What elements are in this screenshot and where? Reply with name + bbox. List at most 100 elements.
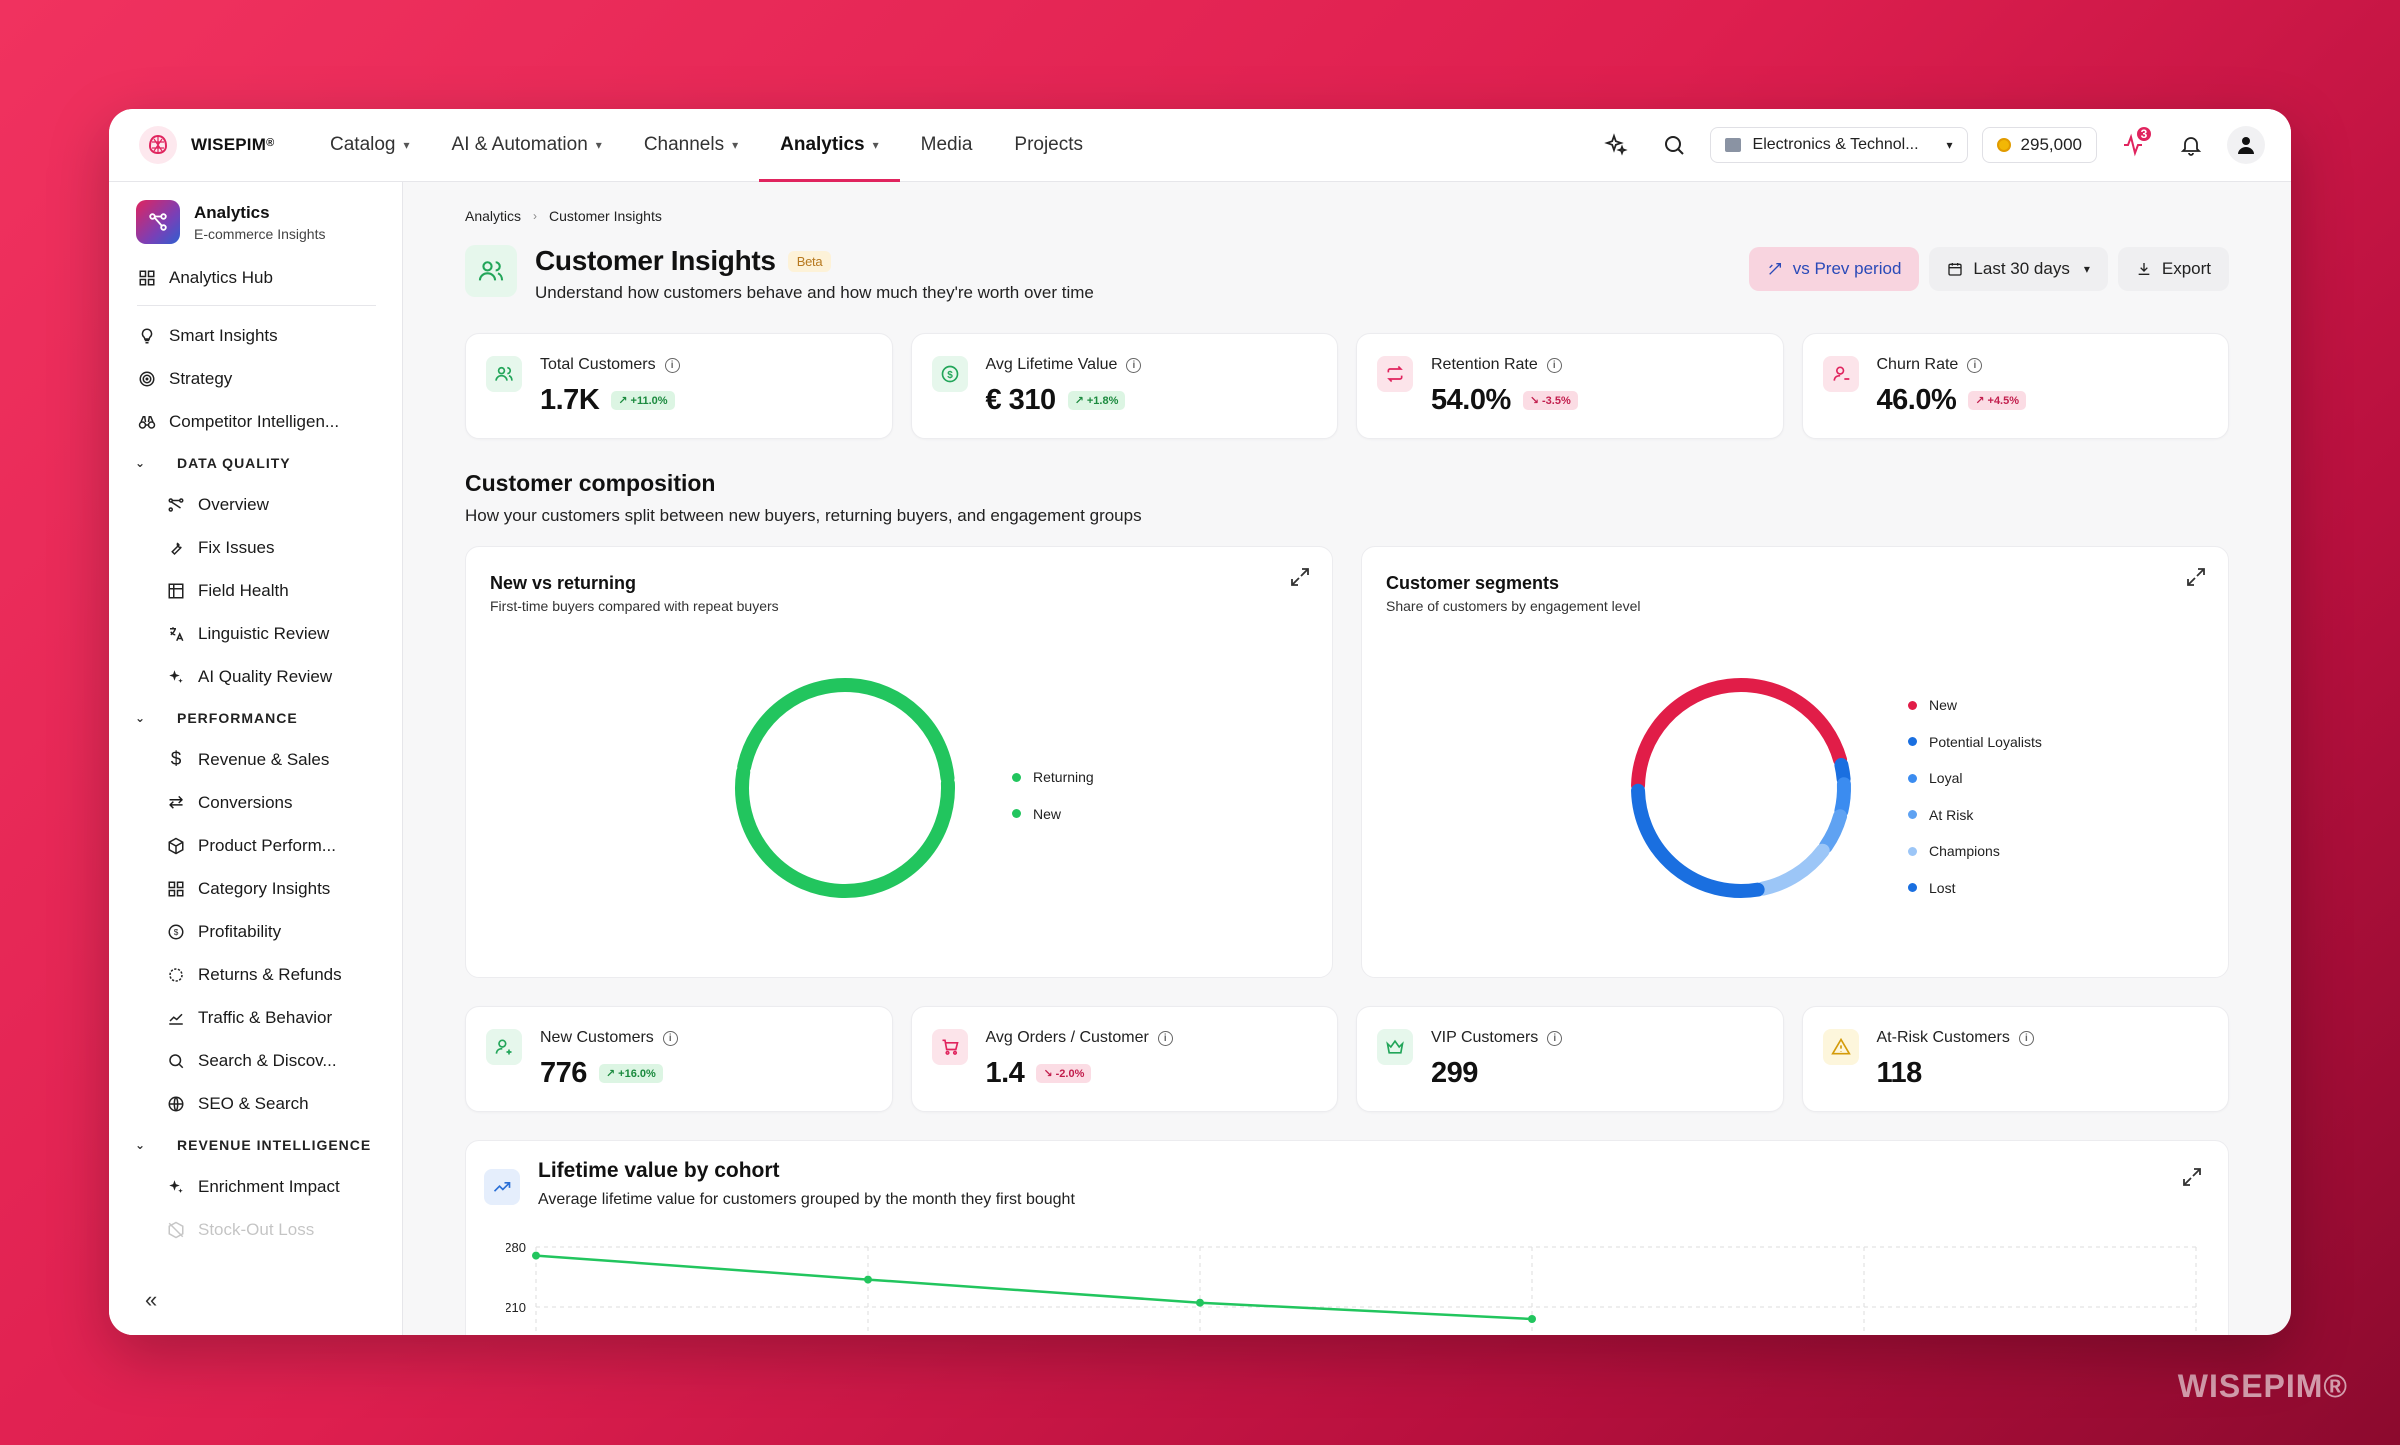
legend-dot	[1012, 809, 1021, 819]
info-icon[interactable]: i	[1547, 1030, 1563, 1046]
date-range-button[interactable]: Last 30 days ▾	[1929, 247, 2108, 291]
sidebar-item-profitability[interactable]: $ Profitability	[109, 910, 402, 953]
ai-sparkle-button[interactable]	[1594, 123, 1638, 167]
app-window: WISEPIM ® Catalog ▾ AI & Automation ▾ Chan…	[109, 109, 2291, 1335]
dollar-icon: $	[170, 748, 182, 770]
donut-slice-champions[interactable]	[1755, 843, 1830, 896]
svg-text:$: $	[947, 370, 953, 381]
donut-slice-at-risk[interactable]	[1818, 809, 1848, 854]
credits-balance[interactable]: 295,000	[1981, 127, 2097, 163]
search-button[interactable]	[1652, 123, 1696, 167]
nav-ai-automation[interactable]: AI & Automation ▾	[431, 109, 623, 182]
sidebar-item-overview[interactable]: Overview	[109, 483, 402, 526]
info-icon[interactable]: i	[2018, 1030, 2034, 1046]
expand-icon[interactable]	[2184, 565, 2208, 589]
sidebar-item-product-performance[interactable]: Product Perform...	[109, 824, 402, 867]
sidebar-item-competitor-intelligence[interactable]: Competitor Intelligen...	[109, 400, 402, 443]
sidebar-item-fix-issues[interactable]: Fix Issues	[109, 526, 402, 569]
kpi-retention-rate[interactable]: Retention Rate i 54.0% ↘ -3.5%	[1356, 333, 1784, 439]
sidebar-item-strategy[interactable]: Strategy	[109, 357, 402, 400]
sidebar-item-seo-search[interactable]: SEO & Search	[109, 1082, 402, 1125]
nav-analytics[interactable]: Analytics ▾	[759, 109, 900, 182]
sidebar-item-revenue-sales[interactable]: $ Revenue & Sales	[109, 738, 402, 781]
expand-icon[interactable]	[2180, 1165, 2204, 1189]
donut-slice-potential-loyalists[interactable]	[1834, 758, 1851, 786]
info-icon[interactable]: i	[662, 1030, 678, 1046]
sidebar-item-conversions[interactable]: ⇄ Conversions	[109, 781, 402, 824]
sidebar-section-data-quality[interactable]: ⌄ DATA QUALITY	[109, 443, 402, 483]
info-icon[interactable]: i	[1967, 357, 1983, 373]
sidebar-item-ai-quality-review[interactable]: AI Quality Review	[109, 655, 402, 698]
info-icon[interactable]: i	[664, 357, 680, 373]
brand-logo[interactable]: WISEPIM ®	[137, 124, 289, 166]
sidebar-item-field-health[interactable]: Field Health	[109, 569, 402, 612]
breadcrumb: Analytics › Customer Insights	[465, 208, 2229, 224]
nav-analytics-label: Analytics	[780, 134, 865, 155]
legend-item: New	[1012, 796, 1094, 833]
sidebar-item-enrichment-impact[interactable]: Enrichment Impact	[109, 1165, 402, 1208]
sidebar-item-category-insights[interactable]: Category Insights	[109, 867, 402, 910]
nav-channels[interactable]: Channels ▾	[623, 109, 759, 182]
kpi-total-customers[interactable]: Total Customers i 1.7K ↗ +11.0%	[465, 333, 893, 439]
legend-item: Potential Loyalists	[1908, 724, 2042, 761]
kpi-churn-rate[interactable]: Churn Rate i 46.0% ↗ +4.5%	[1801, 333, 2229, 439]
sidebar-section-performance[interactable]: ⌄ PERFORMANCE	[109, 698, 402, 738]
ltv-data-point[interactable]	[1196, 1298, 1204, 1307]
legend-item: Champions	[1908, 833, 2042, 870]
chevron-down-icon: ▾	[732, 138, 739, 152]
sidebar-item-analytics-hub[interactable]: Analytics Hub	[109, 256, 402, 299]
nav-media[interactable]: Media	[900, 109, 994, 182]
sidebar-item-stock-out-loss[interactable]: Stock-Out Loss	[109, 1208, 402, 1251]
info-icon[interactable]: i	[1157, 1030, 1173, 1046]
compare-period-button[interactable]: vs Prev period	[1748, 247, 1920, 291]
sidebar-section-revenue-intelligence[interactable]: ⌄ REVENUE INTELLIGENCE	[109, 1125, 402, 1165]
kpi-avg-orders[interactable]: Avg Orders / Customer i 1.4 ↘ -2.0%	[910, 1006, 1338, 1112]
donut-slice-new[interactable]	[1631, 678, 1848, 793]
collapse-sidebar-button[interactable]: «	[145, 1287, 157, 1313]
crown-icon	[1377, 1029, 1413, 1065]
ltv-data-point[interactable]	[532, 1251, 540, 1260]
ltv-data-point[interactable]	[1528, 1315, 1536, 1323]
kpi-at-risk-customers[interactable]: At-Risk Customers i 118	[1801, 1006, 2229, 1112]
donut-slice-lost[interactable]	[1631, 783, 1765, 898]
kpi-new-customers[interactable]: New Customers i 776 ↗ +16.0%	[465, 1006, 893, 1112]
activity-button[interactable]: 3	[2111, 123, 2155, 167]
sidebar-item-label: Field Health	[198, 580, 289, 600]
page-header: Customer Insights Beta Understand how cu…	[465, 245, 2229, 303]
info-icon[interactable]: i	[1546, 357, 1562, 373]
kpi-value: € 310	[985, 384, 1057, 416]
info-icon[interactable]: i	[1126, 357, 1142, 373]
kpi-label: New Customers	[540, 1029, 654, 1046]
donut-slice-new[interactable]	[737, 678, 955, 786]
sidebar-item-label: AI Quality Review	[198, 666, 333, 686]
store-selector[interactable]: Electronics & Technol... ▾	[1709, 127, 1968, 163]
legend-item: New	[1908, 687, 2042, 724]
breadcrumb-parent[interactable]: Analytics	[465, 208, 522, 224]
kpi-row-bottom: New Customers i 776 ↗ +16.0% Avg Orders / …	[465, 1006, 2229, 1112]
sidebar-item-returns-refunds[interactable]: Returns & Refunds	[109, 953, 402, 996]
expand-icon[interactable]	[1288, 565, 1312, 589]
sidebar-item-search-discovery[interactable]: Search & Discov...	[109, 1039, 402, 1082]
nav-channels-label: Channels	[643, 134, 725, 155]
export-button[interactable]: Export	[2117, 247, 2229, 291]
composition-subtitle: How your customers split between new buy…	[465, 506, 1142, 525]
sidebar-item-label: Fix Issues	[198, 537, 275, 557]
nav-projects-label: Projects	[1014, 134, 1084, 155]
kpi-value: 1.4	[985, 1057, 1025, 1089]
sidebar-item-linguistic-review[interactable]: Linguistic Review	[109, 612, 402, 655]
binoculars-icon	[137, 412, 157, 432]
kpi-label: At-Risk Customers	[1876, 1029, 2010, 1046]
donut-slice-returning[interactable]	[735, 765, 955, 898]
grid-icon	[137, 268, 157, 288]
kpi-vip-customers[interactable]: VIP Customers i 299	[1356, 1006, 1784, 1112]
kpi-avg-lifetime-value[interactable]: $ Avg Lifetime Value i € 310 ↗ +1.8%	[910, 333, 1338, 439]
user-avatar[interactable]	[2227, 126, 2265, 164]
sidebar-item-smart-insights[interactable]: Smart Insights	[109, 314, 402, 357]
nav-catalog[interactable]: Catalog ▾	[309, 109, 431, 182]
nav-projects[interactable]: Projects	[993, 109, 1104, 182]
sidebar-item-traffic-behavior[interactable]: Traffic & Behavior	[109, 996, 402, 1039]
notifications-button[interactable]	[2169, 123, 2213, 167]
donut-slice-loyal[interactable]	[1834, 777, 1851, 818]
ltv-data-point[interactable]	[864, 1275, 872, 1284]
kpi-delta-value: +16.0%	[618, 1068, 656, 1080]
